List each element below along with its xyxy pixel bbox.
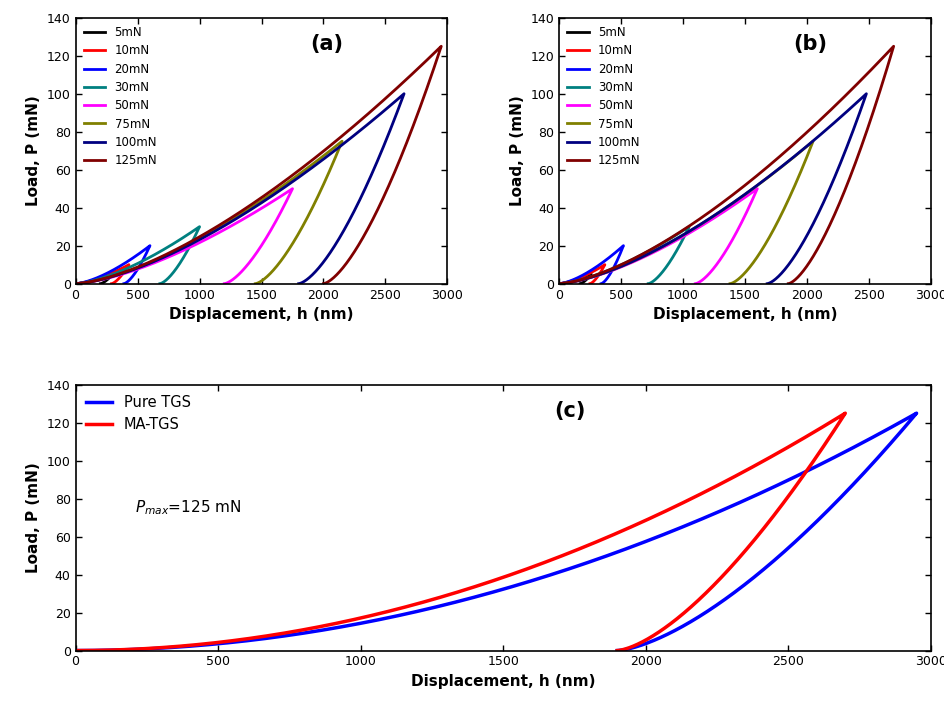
Line: Pure TGS: Pure TGS <box>76 413 916 651</box>
MA-TGS <box>611 646 622 655</box>
MA-TGS <box>164 643 176 651</box>
Y-axis label: Load, P (mN): Load, P (mN) <box>26 95 42 206</box>
Pure TGS <box>70 646 81 655</box>
Text: (c): (c) <box>554 400 585 421</box>
Pure TGS <box>846 481 857 490</box>
MA-TGS <box>789 481 801 490</box>
Text: (b): (b) <box>792 33 826 53</box>
Line: MA-TGS: MA-TGS <box>76 413 844 651</box>
Pure TGS <box>173 643 184 651</box>
MA-TGS <box>720 567 732 576</box>
Pure TGS <box>693 612 704 621</box>
Pure TGS <box>861 464 872 473</box>
Pure TGS <box>611 646 622 655</box>
MA-TGS <box>674 612 685 621</box>
MA-TGS <box>801 464 813 473</box>
Pure TGS <box>755 567 767 576</box>
Pure TGS <box>828 500 839 508</box>
Legend: 5mN, 10mN, 20mN, 30mN, 50mN, 75mN, 100mN, 125mN: 5mN, 10mN, 20mN, 30mN, 50mN, 75mN, 100mN… <box>81 23 160 170</box>
MA-TGS <box>70 646 81 655</box>
Pure TGS <box>910 409 921 417</box>
MA-TGS <box>838 409 850 417</box>
X-axis label: Displacement, h (nm): Displacement, h (nm) <box>652 307 836 322</box>
Y-axis label: Load, P (mN): Load, P (mN) <box>26 462 42 573</box>
Y-axis label: Load, P (mN): Load, P (mN) <box>509 95 524 206</box>
Text: $P_{max}$=125 mN: $P_{max}$=125 mN <box>135 498 242 517</box>
Legend: Pure TGS, MA-TGS: Pure TGS, MA-TGS <box>83 392 194 435</box>
X-axis label: Displacement, h (nm): Displacement, h (nm) <box>411 674 595 689</box>
Text: (a): (a) <box>310 33 343 53</box>
Legend: 5mN, 10mN, 20mN, 30mN, 50mN, 75mN, 100mN, 125mN: 5mN, 10mN, 20mN, 30mN, 50mN, 75mN, 100mN… <box>565 23 642 170</box>
MA-TGS <box>776 500 787 508</box>
X-axis label: Displacement, h (nm): Displacement, h (nm) <box>169 307 353 322</box>
